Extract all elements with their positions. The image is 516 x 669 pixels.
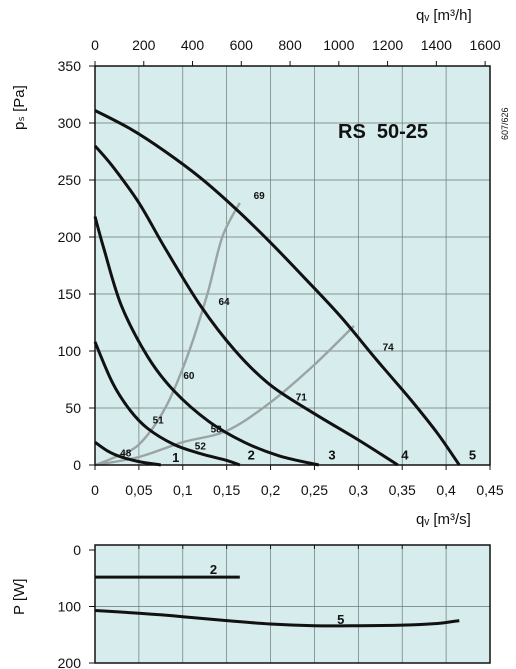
efficiency-label: 60	[183, 371, 195, 382]
power-curve-label: 2	[210, 562, 217, 577]
bottom-x-tick-label: 0,05	[125, 482, 152, 498]
pressure-curves	[93, 109, 461, 467]
upper-y-tick-label: 350	[58, 58, 82, 74]
bottom-x-tick-label: 0,35	[389, 482, 416, 498]
efficiency-label: 58	[211, 425, 223, 436]
efficiency-label: 48	[120, 448, 132, 459]
efficiency-line	[94, 202, 241, 467]
efficiency-label: 69	[254, 191, 266, 202]
efficiency-lines	[94, 202, 355, 467]
lower-chart-ticks: 0 100 200	[58, 542, 447, 669]
efficiency-label: 51	[153, 415, 165, 426]
upper-y-tick-label: 50	[65, 400, 81, 416]
top-x-tick-label: 1000	[323, 37, 354, 53]
lower-chart-grid	[95, 545, 490, 663]
upper-chart-frame	[94, 65, 491, 466]
upper-y-tick-label: 150	[58, 286, 82, 302]
drawing-code: 607/626	[500, 107, 510, 140]
pressure-curve-2	[93, 341, 241, 467]
lower-y-tick-label: 100	[58, 599, 82, 615]
lower-y-tick-label: 0	[73, 542, 81, 558]
power-curve-label: 5	[337, 612, 344, 627]
upper-y-axis-label: pₛ [Pa]	[11, 85, 28, 130]
top-x-tick-label: 600	[230, 37, 254, 53]
lower-y-tick-label: 200	[58, 655, 82, 669]
top-x-tick-label: 1600	[470, 37, 501, 53]
lower-chart-labels: 25	[210, 562, 345, 627]
top-x-axis-label: qᵥ [m³/h]	[416, 7, 472, 24]
upper-chart-labels: 1 2 3 4 5 69 64 74 60 71 51 58 52 48	[120, 191, 476, 465]
upper-y-tick-label: 250	[58, 172, 82, 188]
efficiency-line	[94, 325, 355, 467]
bottom-x-tick-label: 0,15	[213, 482, 240, 498]
efficiency-label: 74	[383, 342, 395, 353]
bottom-x-tick-label: 0,25	[301, 482, 328, 498]
pressure-curve-label: 3	[328, 448, 335, 463]
pressure-curve-4	[93, 144, 399, 467]
top-x-tick-label: 200	[132, 37, 156, 53]
lower-chart-frame	[94, 544, 491, 664]
pressure-curve-1	[94, 440, 162, 467]
efficiency-label: 64	[218, 297, 230, 308]
upper-chart-ticks: 0 0,05 0,1 0,15 0,2 0,25 0,3 0,35 0,4 0,450501001…	[58, 37, 504, 498]
top-x-tick-label: 0	[91, 37, 99, 53]
top-x-tick-label: 400	[181, 37, 205, 53]
chart-title: RS 50-25	[338, 121, 428, 143]
bottom-x-tick-label: 0,2	[261, 482, 281, 498]
efficiency-label: 71	[296, 393, 308, 404]
upper-y-tick-label: 200	[58, 229, 82, 245]
upper-y-tick-label: 100	[58, 343, 82, 359]
lower-y-axis-label: P [W]	[11, 579, 28, 615]
power-curves	[94, 575, 460, 628]
top-x-tick-label: 1400	[421, 37, 452, 53]
power-curve-5	[94, 609, 460, 628]
bottom-x-tick-label: 0,1	[173, 482, 193, 498]
pressure-curve-label: 4	[401, 448, 409, 463]
top-x-tick-label: 800	[278, 37, 302, 53]
bottom-x-tick-label: 0,45	[476, 482, 503, 498]
pressure-curve-5	[94, 109, 461, 466]
pressure-curve-3	[93, 216, 320, 467]
bottom-x-tick-label: 0,4	[436, 482, 456, 498]
upper-chart-grid	[95, 66, 490, 465]
bottom-x-axis-label: qᵥ [m³/s]	[416, 511, 471, 528]
pressure-curve-label: 2	[248, 448, 255, 463]
top-x-tick-label: 1200	[372, 37, 403, 53]
lower-chart-background	[95, 545, 490, 663]
pressure-curve-label: 5	[469, 448, 476, 463]
pressure-curve-label: 1	[172, 450, 179, 465]
upper-y-tick-label: 0	[73, 457, 81, 473]
upper-y-tick-label: 300	[58, 115, 82, 131]
efficiency-label: 52	[195, 442, 207, 453]
bottom-x-tick-label: 0,3	[349, 482, 369, 498]
bottom-x-tick-label: 0	[91, 482, 99, 498]
